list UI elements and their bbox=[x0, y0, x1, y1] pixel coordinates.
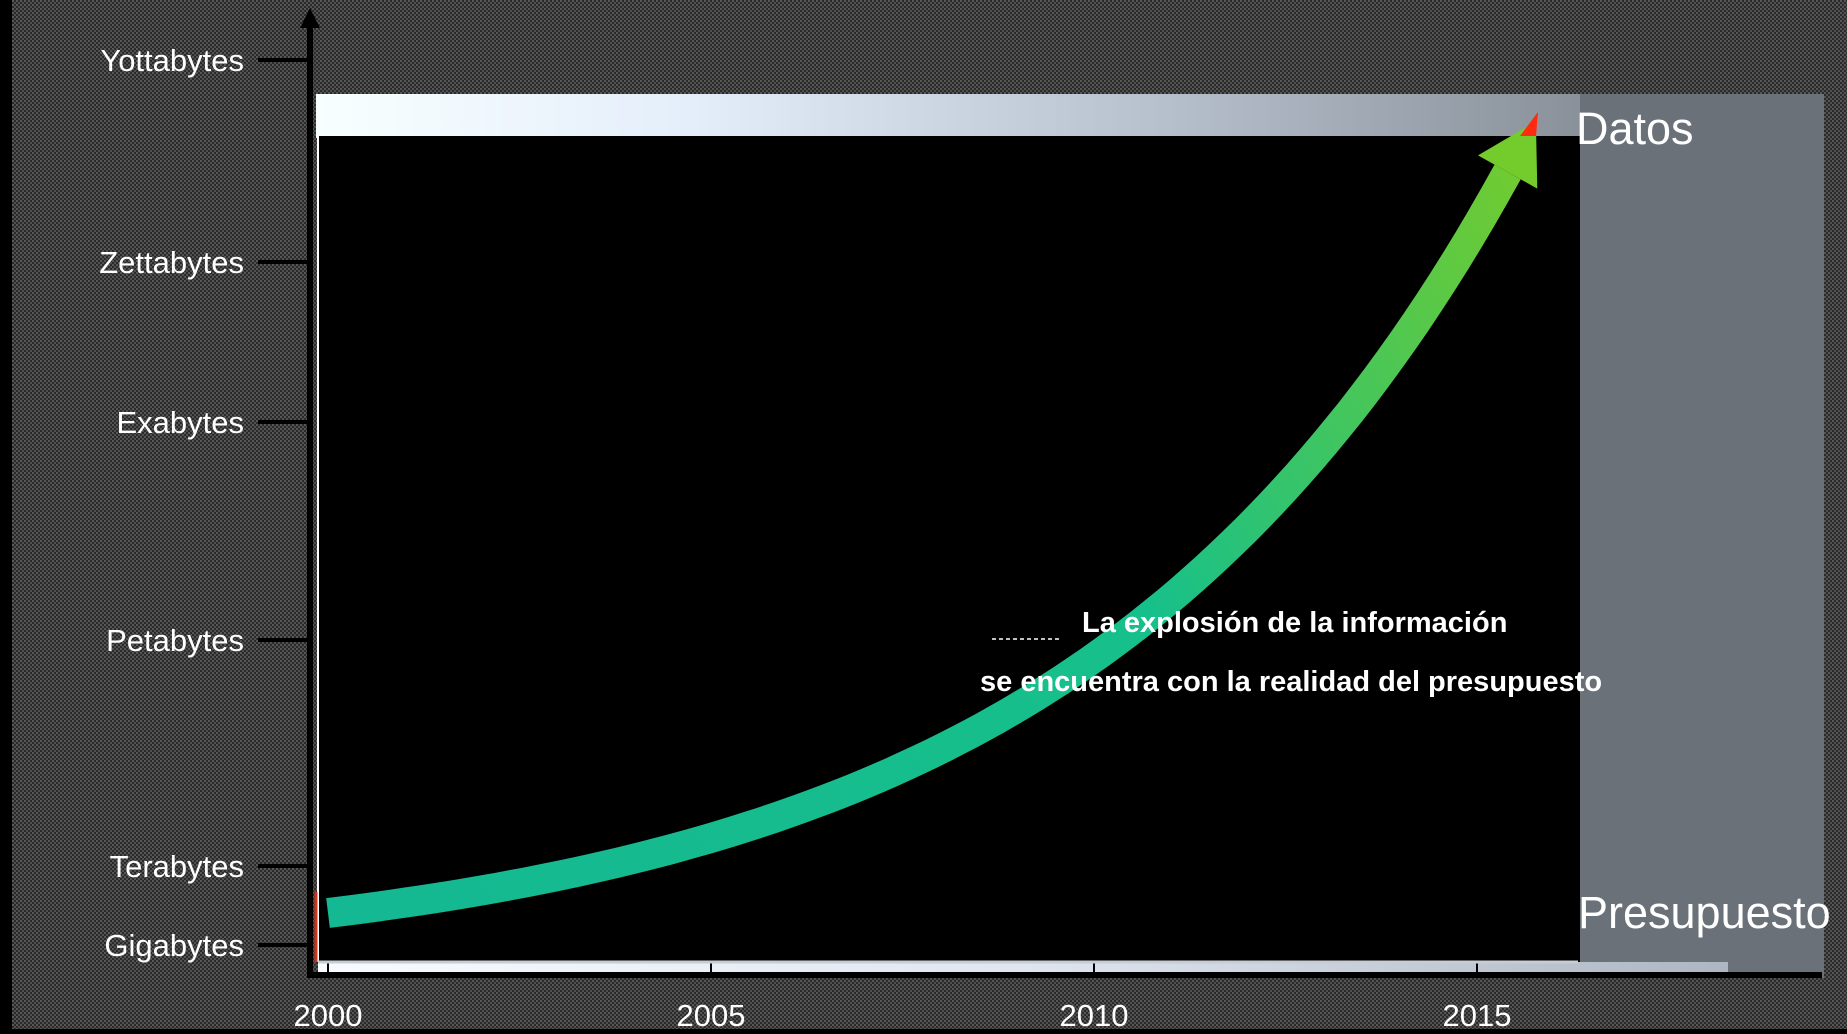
x-tick-label-2015: 2015 bbox=[1443, 998, 1512, 1029]
series-label-datos: Datos bbox=[1576, 103, 1694, 154]
y-axis-ticks: Gigabytes Terabytes Petabytes Exabytes Zetta… bbox=[99, 43, 308, 963]
x-tick-label-2005: 2005 bbox=[677, 998, 746, 1029]
series-line-datos bbox=[326, 164, 1521, 928]
annotation-line-2: se encuentra con la realidad del presupu… bbox=[980, 666, 1602, 698]
red-marker bbox=[1520, 112, 1538, 136]
x-tick-label-2000: 2000 bbox=[294, 998, 363, 1029]
y-tick-label-petabytes: Petabytes bbox=[106, 623, 244, 658]
left-frame bbox=[0, 0, 12, 1029]
datos-arrowhead bbox=[1478, 121, 1538, 189]
y-tick-label-yottabytes: Yottabytes bbox=[100, 43, 244, 78]
right-gray-panel bbox=[1580, 94, 1824, 978]
annotation-line-1: La explosión de la información bbox=[1082, 607, 1507, 639]
x-axis-ticks: 2000 2005 2010 2015 bbox=[294, 962, 1512, 1033]
y-tick-label-exabytes: Exabytes bbox=[116, 405, 244, 440]
plot-area bbox=[318, 136, 1580, 962]
top-gradient-band bbox=[316, 94, 1824, 138]
y-tick-label-zettabytes: Zettabytes bbox=[99, 245, 244, 280]
y-axis-arrowhead bbox=[300, 8, 320, 28]
series-label-presupuesto: Presupuesto bbox=[1578, 887, 1831, 938]
x-tick-label-2010: 2010 bbox=[1060, 998, 1129, 1029]
y-tick-label-terabytes: Terabytes bbox=[110, 849, 244, 884]
y-tick-label-gigabytes: Gigabytes bbox=[104, 928, 244, 963]
